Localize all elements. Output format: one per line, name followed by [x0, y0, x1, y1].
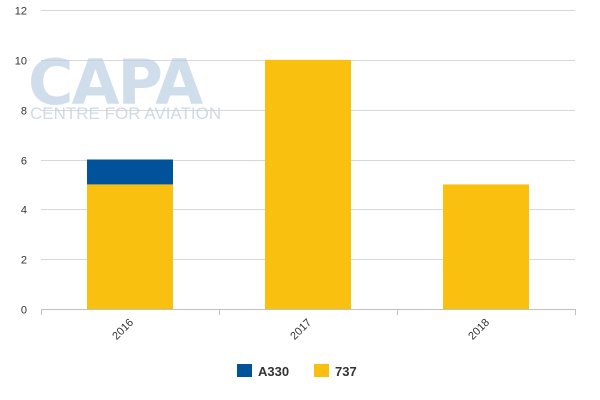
- x-tick-label: 2018: [466, 317, 492, 343]
- y-tick-label: 2: [21, 255, 27, 267]
- legend-label: 737: [335, 364, 357, 379]
- legend-swatch: [314, 364, 329, 377]
- x-tick-label: 2016: [110, 317, 136, 343]
- y-tick-label: 10: [15, 56, 27, 68]
- bar-737-2018[interactable]: [443, 184, 529, 309]
- axes: [41, 309, 576, 315]
- y-tick-label: 0: [21, 305, 27, 317]
- watermark-brand: CAPA: [28, 46, 203, 119]
- y-axis-tick-labels: 0 2 4 6 8 10 12: [15, 6, 27, 317]
- legend-label: A330: [258, 364, 289, 379]
- bar-737-2017[interactable]: [265, 59, 351, 310]
- y-tick-label: 8: [21, 106, 27, 118]
- x-axis-tick-labels: 2016 2017 2018: [110, 317, 492, 343]
- bar-737-2016[interactable]: [87, 184, 173, 309]
- legend-swatch: [237, 364, 252, 377]
- legend-item-737[interactable]: 737: [314, 364, 357, 379]
- bar-a330-2016[interactable]: [87, 159, 173, 185]
- y-tick-label: 4: [21, 205, 27, 217]
- y-tick-label: 12: [15, 6, 27, 18]
- legend[interactable]: A330 737: [237, 364, 357, 379]
- x-tick-label: 2017: [288, 317, 314, 343]
- legend-item-a330[interactable]: A330: [237, 364, 289, 379]
- y-tick-label: 6: [21, 156, 27, 168]
- bars: [87, 59, 529, 310]
- capa-watermark: CAPA CENTRE FOR AVIATION: [28, 46, 221, 123]
- watermark-tagline: CENTRE FOR AVIATION: [30, 104, 221, 123]
